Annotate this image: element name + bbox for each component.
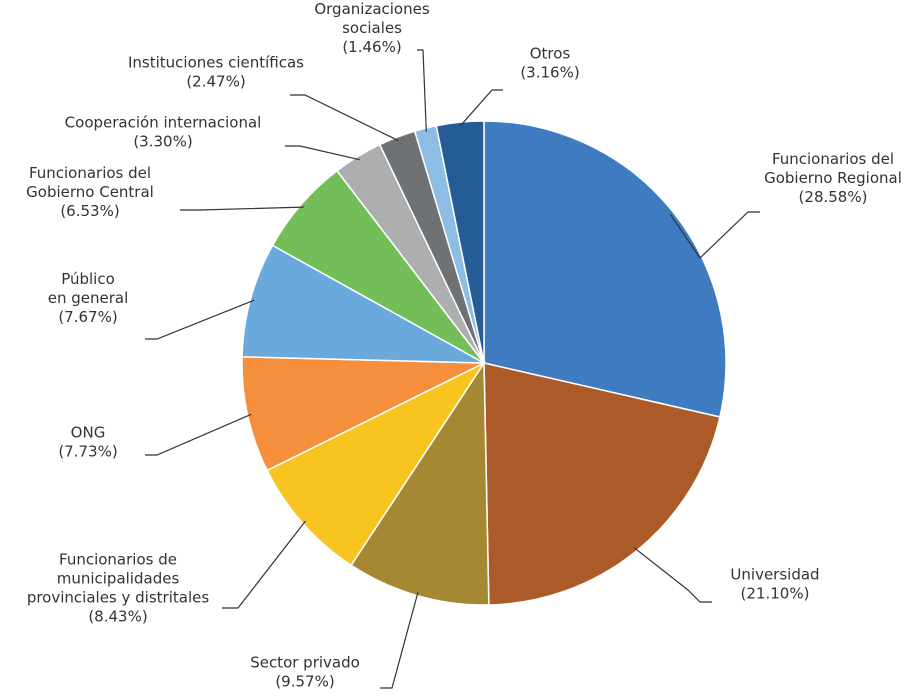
leader-line bbox=[417, 49, 427, 132]
slice-label: Funcionarios del Gobierno Central (6.53%) bbox=[26, 164, 154, 220]
slice-label-line: Organizaciones bbox=[314, 0, 429, 18]
slice-percent: (9.57%) bbox=[275, 673, 334, 691]
leader-line bbox=[145, 413, 252, 456]
leader-line bbox=[290, 94, 399, 142]
slice-label: Universidad (21.10%) bbox=[730, 566, 819, 603]
pie-slice bbox=[435, 120, 485, 364]
slice-percent: (21.10%) bbox=[741, 585, 810, 603]
slice-label-line: provinciales y distritales bbox=[27, 589, 210, 607]
leader-line bbox=[634, 547, 712, 603]
leader-line bbox=[669, 211, 760, 259]
slice-label-line: Público bbox=[61, 270, 115, 288]
slice-label: Cooperación internacional (3.30%) bbox=[65, 114, 262, 151]
slice-percent: (7.67%) bbox=[58, 308, 117, 326]
slice-percent: (2.47%) bbox=[186, 73, 245, 91]
pie-slice bbox=[483, 120, 727, 418]
slice-percent: (3.16%) bbox=[520, 64, 579, 82]
slice-percent: (8.43%) bbox=[88, 608, 147, 626]
slice-label: Instituciones científicas (2.47%) bbox=[128, 54, 304, 91]
leader-line bbox=[285, 145, 360, 161]
slice-label: Organizaciones sociales (1.46%) bbox=[314, 0, 429, 56]
leader-line bbox=[222, 520, 306, 609]
slice-labels: Funcionarios del Gobierno Regional (28.58%… bbox=[26, 0, 902, 691]
slice-label: Funcionarios de municipalidades provincial… bbox=[27, 551, 210, 626]
leader-line bbox=[145, 299, 255, 340]
pie-slice bbox=[241, 244, 485, 364]
slice-label-line: Funcionarios de bbox=[59, 551, 177, 569]
slice-label-line: Funcionarios del bbox=[29, 164, 151, 182]
pie-slice bbox=[483, 362, 721, 606]
slice-label: Funcionarios del Gobierno Regional (28.58%… bbox=[764, 150, 902, 206]
slice-label: Público en general (7.67%) bbox=[48, 270, 129, 326]
leader-line bbox=[180, 206, 304, 211]
pie-slice bbox=[266, 361, 487, 567]
slice-percent: (6.53%) bbox=[60, 202, 119, 220]
slice-label: ONG (7.73%) bbox=[58, 424, 117, 461]
slice-label: Sector privado (9.57%) bbox=[250, 654, 360, 691]
leader-line bbox=[459, 89, 503, 127]
slice-label-line: Gobierno Regional bbox=[764, 169, 902, 187]
slice-percent: (28.58%) bbox=[799, 188, 868, 206]
slice-label-line: Sector privado bbox=[250, 654, 360, 672]
slice-label-line: Cooperación internacional bbox=[65, 114, 262, 132]
slice-label-line: municipalidades bbox=[57, 570, 180, 588]
slice-label-line: Gobierno Central bbox=[26, 183, 154, 201]
slice-percent: (1.46%) bbox=[342, 38, 401, 56]
slice-label-line: Instituciones científicas bbox=[128, 54, 304, 72]
slice-percent: (3.30%) bbox=[133, 133, 192, 151]
slice-label-line: Universidad bbox=[730, 566, 819, 584]
pie-slice bbox=[241, 356, 485, 472]
slice-label-line: Otros bbox=[530, 45, 571, 63]
slice-label-line: en general bbox=[48, 289, 129, 307]
leader-line bbox=[380, 591, 419, 689]
slice-label: Otros (3.16%) bbox=[520, 45, 579, 82]
slice-label-line: sociales bbox=[342, 19, 402, 37]
pie-slices bbox=[241, 120, 727, 606]
slice-percent: (7.73%) bbox=[58, 443, 117, 461]
slice-label-line: ONG bbox=[71, 424, 106, 442]
slice-label-line: Funcionarios del bbox=[772, 150, 894, 168]
